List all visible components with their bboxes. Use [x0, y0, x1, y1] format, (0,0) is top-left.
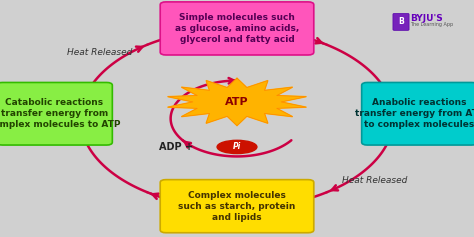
- Text: ADP +: ADP +: [159, 142, 197, 152]
- FancyBboxPatch shape: [393, 14, 409, 30]
- Text: Heat Released: Heat Released: [67, 48, 132, 57]
- Text: Pi: Pi: [233, 142, 241, 151]
- Text: Simple molecules such
as glucose, amino acids,
glycerol and fatty acid: Simple molecules such as glucose, amino …: [175, 13, 299, 44]
- FancyBboxPatch shape: [160, 180, 314, 233]
- Text: B: B: [398, 17, 404, 26]
- FancyBboxPatch shape: [0, 82, 112, 145]
- Polygon shape: [168, 78, 306, 126]
- Text: Catabolic reactions
transfer energy from
complex molecules to ATP: Catabolic reactions transfer energy from…: [0, 98, 121, 129]
- Text: The Learning App: The Learning App: [410, 22, 453, 27]
- FancyBboxPatch shape: [362, 82, 474, 145]
- Ellipse shape: [217, 140, 257, 154]
- Text: Heat Released: Heat Released: [342, 176, 407, 185]
- FancyBboxPatch shape: [160, 2, 314, 55]
- Text: BYJU'S: BYJU'S: [410, 14, 443, 23]
- Text: Complex molecules
such as starch, protein
and lipids: Complex molecules such as starch, protei…: [178, 191, 296, 222]
- Text: ATP: ATP: [225, 97, 249, 107]
- Text: Anabolic reactions
transfer energy from ATP
to complex molecules: Anabolic reactions transfer energy from …: [355, 98, 474, 129]
